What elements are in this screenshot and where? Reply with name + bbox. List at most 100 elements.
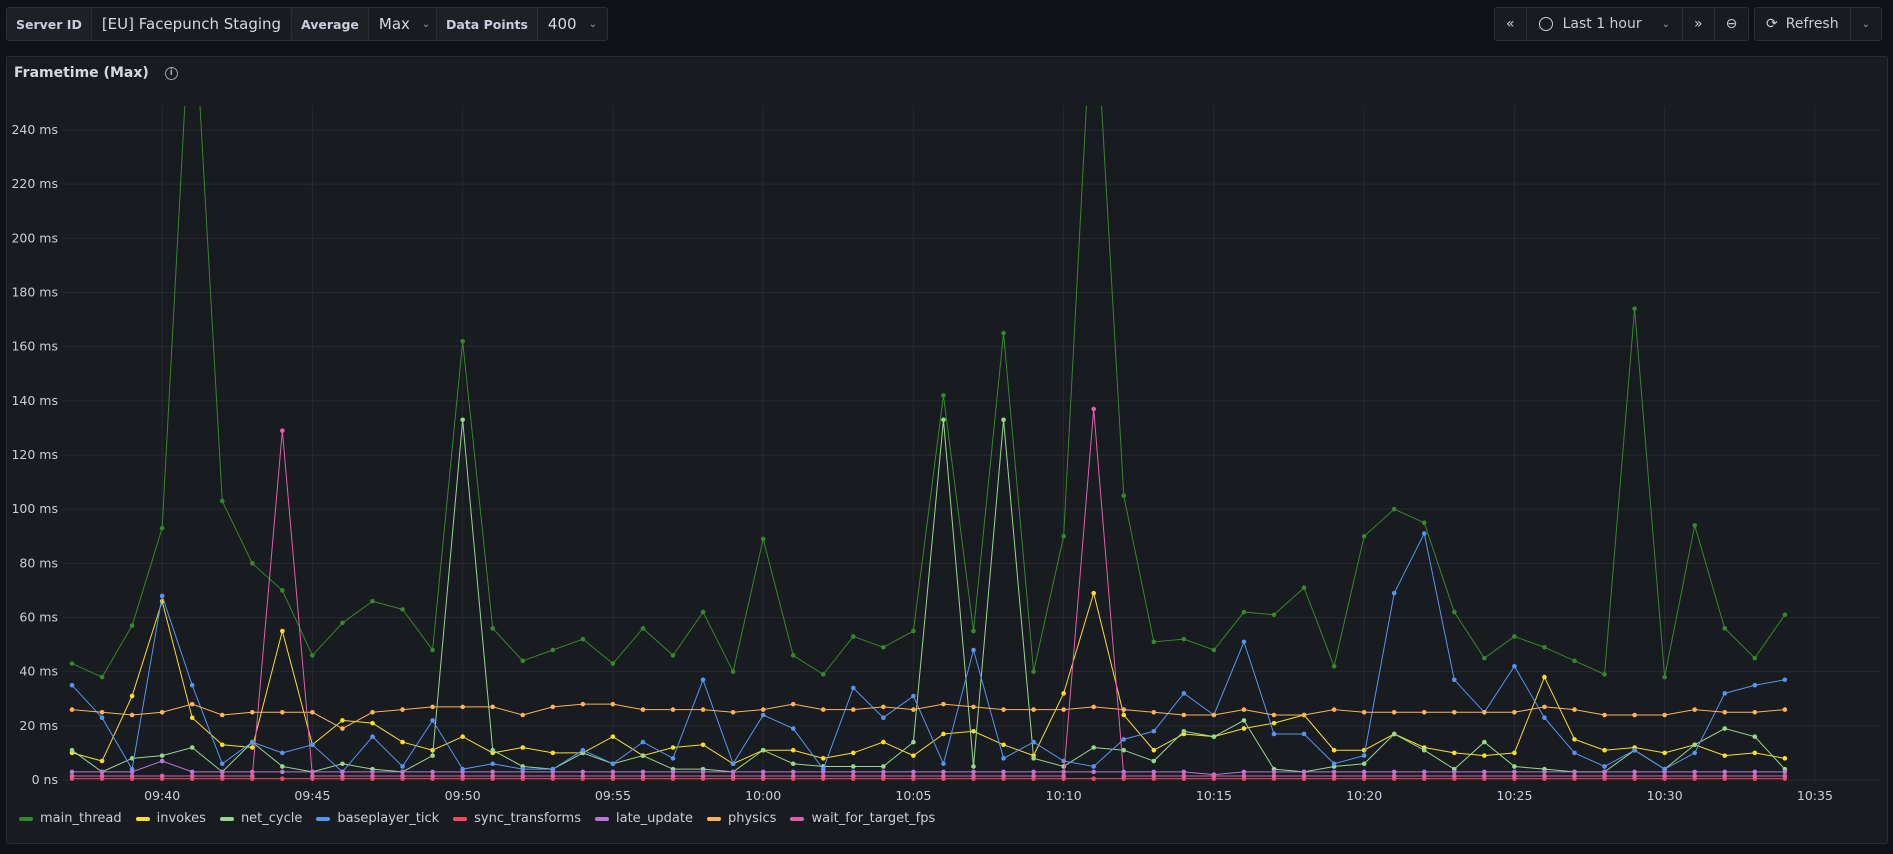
chart-legend: main_thread invokes net_cycle baseplayer_ti…	[19, 811, 935, 826]
data-point-late_update	[520, 769, 526, 775]
x-tick-label: 10:20	[1346, 788, 1382, 803]
data-point-net_cycle	[760, 747, 766, 753]
data-point-main_thread	[790, 653, 796, 658]
data-point-baseplayer_tick	[1271, 731, 1277, 737]
data-point-invokes	[129, 693, 135, 699]
data-point-main_thread	[1391, 506, 1397, 512]
x-tick-label: 10:15	[1196, 788, 1232, 803]
data-point-invokes	[1512, 750, 1517, 756]
data-point-physics	[370, 709, 375, 715]
data-point-physics	[1391, 709, 1397, 715]
data-point-net_cycle	[69, 747, 75, 753]
legend-item-physics[interactable]: physics	[706, 811, 776, 826]
series-line-wait_for_target_fps	[72, 408, 1785, 777]
data-point-physics	[460, 704, 465, 710]
data-point-invokes	[1091, 590, 1096, 596]
y-tick-label: 120 ms	[11, 447, 58, 462]
data-point-wait_for_target_fps	[1692, 773, 1697, 779]
data-point-late_update	[1482, 769, 1487, 775]
chevron-down-icon: ⌄	[588, 18, 597, 30]
data-point-wait_for_target_fps	[610, 773, 616, 779]
data-point-net_cycle	[460, 417, 465, 423]
data-point-main_thread	[1301, 585, 1307, 591]
data-point-baseplayer_tick	[490, 761, 496, 767]
x-tick-label: 10:05	[895, 788, 931, 803]
shift-back-button[interactable]: «	[1495, 8, 1527, 40]
data-point-physics	[1452, 709, 1457, 715]
data-point-physics	[280, 709, 285, 715]
data-point-physics	[1542, 704, 1547, 710]
data-point-physics	[670, 707, 676, 712]
data-point-main_thread	[280, 588, 285, 593]
refresh-label: Refresh	[1785, 16, 1839, 32]
data-point-invokes	[1061, 691, 1066, 696]
shift-forward-button[interactable]: »	[1683, 8, 1715, 40]
data-point-baseplayer_tick	[1301, 731, 1307, 737]
data-point-late_update	[159, 758, 165, 764]
data-point-wait_for_target_fps	[1452, 773, 1457, 779]
legend-item-sync_transforms[interactable]: sync_transforms	[453, 811, 581, 826]
data-point-wait_for_target_fps	[1632, 773, 1637, 779]
data-point-baseplayer_tick	[1722, 691, 1728, 696]
info-icon[interactable]: i	[164, 66, 178, 80]
data-points-variable[interactable]: Data Points 400 ⌄	[436, 7, 608, 41]
y-tick-label: 180 ms	[11, 285, 58, 300]
data-point-late_update	[400, 769, 405, 775]
data-point-physics	[159, 709, 165, 715]
data-point-physics	[640, 707, 646, 712]
time-range-button[interactable]: Last 1 hour ⌄	[1527, 8, 1684, 40]
data-point-wait_for_target_fps	[280, 428, 285, 433]
data-point-late_update	[1572, 769, 1577, 775]
data-point-main_thread	[370, 598, 375, 604]
data-point-wait_for_target_fps	[941, 773, 946, 779]
data-point-net_cycle	[1752, 734, 1758, 739]
data-point-main_thread	[1031, 669, 1036, 674]
data-point-late_update	[1752, 769, 1758, 775]
data-point-physics	[340, 726, 345, 731]
data-point-physics	[1421, 709, 1427, 715]
zoom-out-button[interactable]: ⊖	[1715, 8, 1749, 40]
data-point-baseplayer_tick	[189, 682, 195, 688]
y-tick-label: 0 ns	[32, 772, 58, 787]
y-tick-label: 40 ms	[19, 664, 58, 679]
data-point-main_thread	[851, 634, 856, 639]
data-point-invokes	[280, 628, 285, 634]
data-point-wait_for_target_fps	[430, 773, 435, 779]
legend-item-invokes[interactable]: invokes	[135, 811, 206, 826]
data-point-baseplayer_tick	[400, 764, 405, 769]
data-point-main_thread	[1211, 647, 1217, 653]
data-point-sync_transforms	[1091, 776, 1096, 781]
data-point-main_thread	[700, 609, 706, 615]
data-point-invokes	[1452, 750, 1457, 756]
data-point-net_cycle	[1211, 734, 1217, 739]
data-point-main_thread	[550, 647, 556, 653]
data-point-baseplayer_tick	[1001, 756, 1006, 761]
data-point-physics	[1782, 707, 1788, 712]
data-points-select[interactable]: 400 ⌄	[538, 15, 607, 33]
refresh-button[interactable]: ⟳ Refresh	[1755, 8, 1851, 40]
average-select[interactable]: Max ⌄	[369, 15, 440, 33]
data-point-main_thread	[460, 338, 465, 344]
data-point-baseplayer_tick	[159, 593, 165, 599]
refresh-interval-dropdown[interactable]: ⌄	[1851, 8, 1881, 40]
legend-item-late_update[interactable]: late_update	[594, 811, 693, 826]
data-point-wait_for_target_fps	[1151, 773, 1157, 779]
average-label: Average	[292, 8, 369, 40]
legend-item-net_cycle[interactable]: net_cycle	[219, 811, 302, 826]
legend-item-baseplayer_tick[interactable]: baseplayer_tick	[316, 811, 439, 826]
data-point-baseplayer_tick	[610, 761, 616, 767]
average-variable[interactable]: Average Max ⌄	[291, 7, 442, 41]
legend-item-main_thread[interactable]: main_thread	[19, 811, 122, 826]
data-point-invokes	[670, 745, 676, 750]
legend-swatch	[594, 816, 609, 821]
data-point-wait_for_target_fps	[1391, 773, 1397, 779]
legend-label: invokes	[156, 811, 206, 826]
legend-item-wait_for_target_fps[interactable]: wait_for_target_fps	[790, 811, 935, 826]
server-id-value: [EU] Facepunch Staging	[101, 15, 282, 33]
y-tick-label: 240 ms	[11, 122, 58, 137]
data-point-late_update	[610, 769, 616, 775]
data-point-late_update	[340, 769, 345, 775]
chevrons-left-icon: «	[1506, 16, 1515, 32]
data-point-net_cycle	[1692, 742, 1697, 748]
